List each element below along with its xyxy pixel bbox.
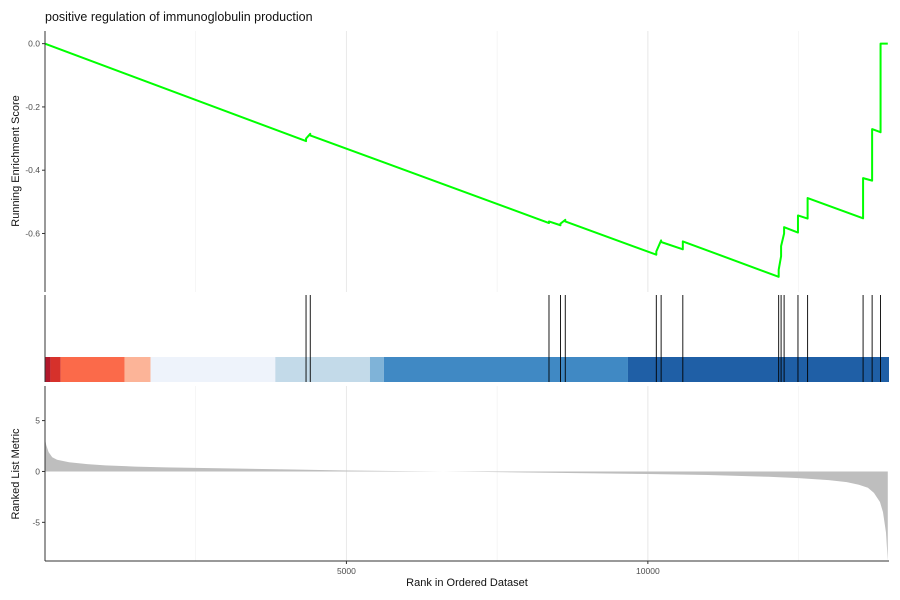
x-axis-label: Rank in Ordered Dataset (406, 577, 528, 589)
y-tick-label-ranked-metric: 5 (35, 416, 40, 426)
hit-marks (305, 295, 882, 382)
grid-layer (195, 31, 799, 561)
tick-labels: 0.0 -0.2 -0.4 -0.6 5 0 -5 5000 10000 (25, 39, 660, 576)
colorbar-segment (627, 357, 889, 382)
colorbar-segment (45, 357, 51, 382)
rank-colorbar (45, 357, 889, 382)
y-tick-label-running-score: -0.4 (25, 165, 40, 175)
y-axis-label-ranked-metric: Ranked List Metric (10, 428, 22, 520)
colorbar-segment (383, 357, 628, 382)
y-tick-label-ranked-metric: -5 (32, 517, 40, 527)
ranked-metric-area (45, 438, 888, 561)
x-tick-label: 5000 (337, 566, 356, 576)
colorbar-segment (150, 357, 276, 382)
ranked-metric-fill (45, 438, 888, 561)
y-tick-label-ranked-metric: 0 (35, 466, 40, 476)
colorbar-segment (275, 357, 370, 382)
y-tick-label-running-score: -0.6 (25, 228, 40, 238)
running-score-line (44, 42, 888, 278)
running-score-curve (44, 42, 888, 278)
colorbar-segment (50, 357, 61, 382)
y-tick-label-running-score: -0.2 (25, 102, 40, 112)
chart-title: positive regulation of immunoglobulin pr… (45, 10, 313, 24)
axes (42, 31, 889, 564)
x-tick-label: 10000 (636, 566, 660, 576)
colorbar-segment (369, 357, 384, 382)
colorbar-segment (60, 357, 125, 382)
y-tick-label-running-score: 0.0 (28, 39, 40, 49)
y-axis-label-running-score: Running Enrichment Score (10, 95, 22, 226)
colorbar-segment (124, 357, 151, 382)
